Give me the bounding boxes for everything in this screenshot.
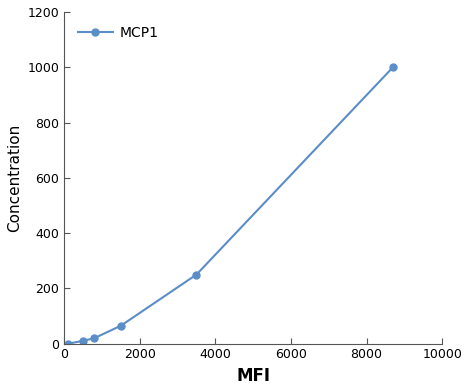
MCP1	[65, 341, 71, 346]
MCP1	[390, 65, 396, 69]
Y-axis label: Concentration: Concentration	[7, 123, 22, 232]
MCP1	[194, 272, 199, 277]
X-axis label: MFI: MFI	[236, 367, 270, 385]
Line: MCP1: MCP1	[65, 64, 396, 347]
MCP1	[80, 339, 86, 343]
MCP1	[91, 336, 97, 341]
MCP1	[118, 323, 124, 328]
Legend: MCP1: MCP1	[71, 19, 166, 47]
